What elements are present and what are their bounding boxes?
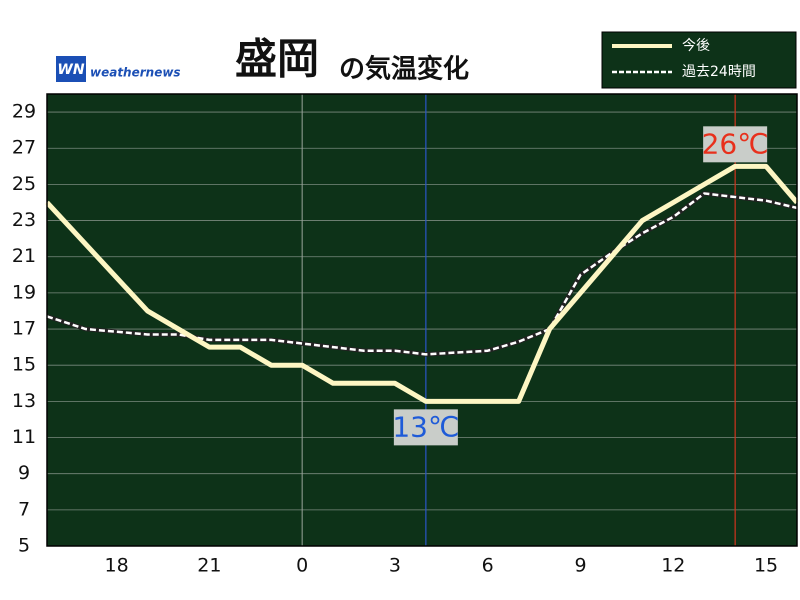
y-tick-label: 19 bbox=[12, 281, 36, 303]
legend bbox=[601, 31, 797, 89]
y-tick-label: 29 bbox=[12, 101, 36, 123]
chart-title: 盛岡 bbox=[235, 35, 319, 84]
annotation: 13℃ bbox=[392, 410, 459, 443]
logo: WN weathernews bbox=[56, 56, 181, 82]
y-tick-label: 25 bbox=[12, 173, 36, 195]
y-tick-label: 27 bbox=[12, 137, 36, 159]
annotation-box bbox=[393, 409, 458, 446]
line-series bbox=[46, 192, 798, 356]
logo-text: weathernews bbox=[90, 66, 181, 80]
plot-area bbox=[47, 94, 797, 546]
annotation: 26℃ bbox=[702, 127, 769, 160]
y-tick-label: 23 bbox=[12, 209, 36, 231]
x-tick-label: 6 bbox=[482, 555, 494, 577]
y-tick-label: 5 bbox=[18, 535, 30, 557]
x-tick-label: 9 bbox=[574, 555, 586, 577]
y-tick-label: 21 bbox=[12, 245, 36, 267]
x-tick-label: 3 bbox=[389, 555, 401, 577]
y-tick-label: 13 bbox=[12, 390, 36, 412]
y-tick-label: 11 bbox=[12, 426, 36, 448]
y-tick-label: 17 bbox=[12, 318, 36, 340]
line-series bbox=[45, 163, 799, 404]
legend-label: 今後 bbox=[682, 38, 710, 54]
y-tick-label: 15 bbox=[12, 354, 36, 376]
annotation-box bbox=[703, 126, 768, 163]
x-tick-label: 0 bbox=[296, 555, 308, 577]
chart-subtitle: の気温変化 bbox=[339, 54, 469, 85]
y-tick-label: 7 bbox=[18, 498, 30, 520]
plot-border bbox=[46, 93, 798, 547]
x-tick-label: 21 bbox=[197, 555, 221, 577]
logo-letters: WN bbox=[57, 62, 84, 78]
x-tick-label: 15 bbox=[754, 555, 778, 577]
y-tick-label: 9 bbox=[18, 462, 30, 484]
x-tick-label: 18 bbox=[104, 555, 128, 577]
x-tick-label: 12 bbox=[661, 555, 685, 577]
legend-label: 過去24時間 bbox=[682, 64, 756, 80]
logo-mark bbox=[56, 56, 86, 82]
